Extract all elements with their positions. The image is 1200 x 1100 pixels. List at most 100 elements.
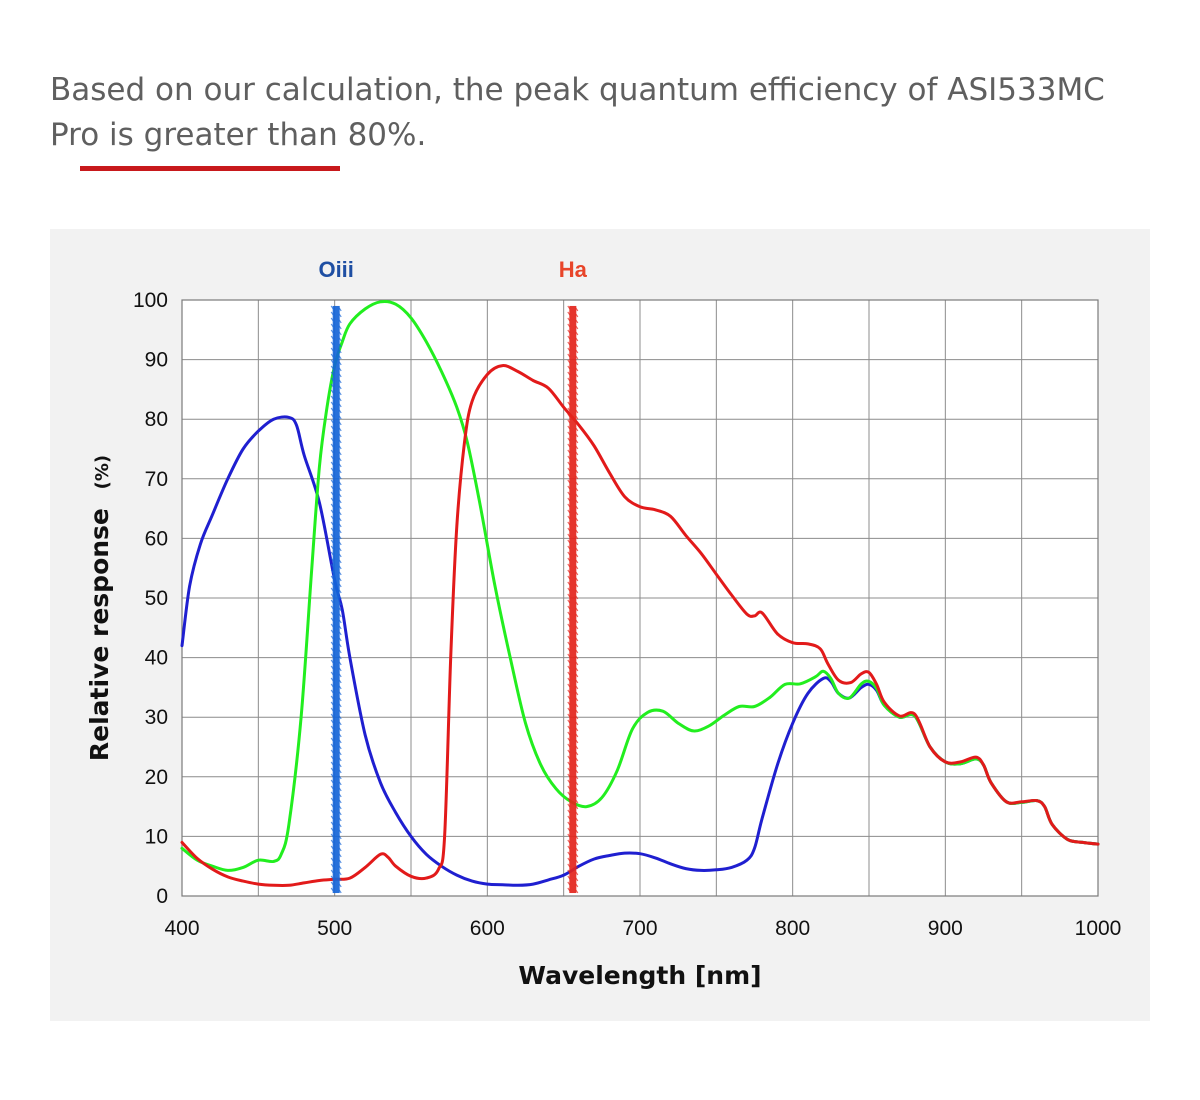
marker-band-edge (338, 355, 342, 360)
marker-band-edge (575, 685, 579, 690)
marker-band-edge (338, 661, 342, 666)
marker-band-edge (338, 529, 342, 534)
marker-band-edge (567, 797, 571, 802)
marker-band-edge (330, 869, 334, 874)
marker-band-edge (330, 887, 334, 892)
marker-band-edge (575, 625, 579, 630)
marker-band-edge (338, 475, 342, 480)
marker-band-edge (338, 877, 342, 882)
marker-band-edge (338, 493, 342, 498)
marker-band-edge (338, 421, 342, 426)
marker-band-edge (575, 307, 579, 312)
marker-band-edge (567, 779, 571, 784)
marker-band-edge (567, 599, 571, 604)
marker-band-edge (330, 677, 334, 682)
marker-band-edge (575, 751, 579, 756)
marker-band-edge (575, 643, 579, 648)
y-axis-title-main: Relative response (85, 508, 114, 761)
marker-band-edge (567, 401, 571, 406)
marker-band-edge (575, 871, 579, 876)
marker-band-edge (330, 611, 334, 616)
marker-band-edge (330, 407, 334, 412)
marker-band-edge (330, 755, 334, 760)
marker-band-edge (567, 383, 571, 388)
marker-band-edge (575, 853, 579, 858)
marker-band-edge (575, 835, 579, 840)
marker-band-edge (567, 851, 571, 856)
marker-band-edge (338, 397, 342, 402)
marker-band-edge (575, 319, 579, 324)
marker-band-edge (575, 571, 579, 576)
marker-band-edge (338, 577, 342, 582)
marker-band-edge (338, 523, 342, 528)
marker-band-edge (338, 703, 342, 708)
marker-band-edge (567, 887, 571, 892)
marker-band-edge (567, 593, 571, 598)
marker-band-edge (330, 797, 334, 802)
marker-band-edge (338, 469, 342, 474)
marker-band-edge (575, 529, 579, 534)
marker-band-edge (575, 559, 579, 564)
marker-band-edge (575, 607, 579, 612)
marker-band-edge (338, 715, 342, 720)
marker-band-edge (575, 469, 579, 474)
marker-band-edge (567, 839, 571, 844)
marker-band-edge (567, 503, 571, 508)
marker-band-edge (338, 583, 342, 588)
marker-band-edge (567, 371, 571, 376)
y-tick-label: 90 (145, 349, 168, 372)
marker-band-edge (567, 827, 571, 832)
y-tick-label: 30 (145, 706, 168, 729)
marker-band-edge (567, 419, 571, 424)
marker-band-edge (575, 691, 579, 696)
marker-band-edge (330, 683, 334, 688)
marker-band-edge (575, 655, 579, 660)
marker-band-edge (567, 473, 571, 478)
marker-band-edge (330, 449, 334, 454)
marker-band-edge (575, 535, 579, 540)
marker-band-edge (338, 307, 342, 312)
marker-band-edge (338, 883, 342, 888)
marker-band-edge (567, 395, 571, 400)
marker-band-edge (338, 499, 342, 504)
marker-band-edge (338, 811, 342, 816)
marker-band-edge (338, 535, 342, 540)
marker-band-edge (567, 659, 571, 664)
marker-band-edge (567, 389, 571, 394)
marker-band-edge (338, 775, 342, 780)
marker-band-edge (575, 799, 579, 804)
marker-band-edge (567, 527, 571, 532)
marker-band-edge (330, 821, 334, 826)
marker-band-edge (338, 751, 342, 756)
marker-band-edge (575, 859, 579, 864)
marker-band-oiii (332, 305, 340, 894)
y-axis-title-group: Relative response (%) (85, 455, 114, 761)
marker-band-edge (567, 767, 571, 772)
marker-band-edge (575, 775, 579, 780)
y-tick-label: 60 (145, 527, 168, 550)
marker-band-edge (330, 761, 334, 766)
y-tick-label: 20 (145, 766, 168, 789)
marker-band-edge (575, 883, 579, 888)
marker-band-edge (575, 379, 579, 384)
x-tick-label: 700 (622, 917, 657, 940)
marker-band-edge (567, 653, 571, 658)
marker-band-edge (330, 383, 334, 388)
intro-text: Based on our calculation, the peak quant… (50, 72, 1105, 153)
marker-band-edge (575, 457, 579, 462)
marker-band-edge (338, 445, 342, 450)
marker-band-edge (330, 509, 334, 514)
marker-band-edge (575, 577, 579, 582)
marker-band-edge (567, 623, 571, 628)
marker-band-edge (330, 311, 334, 316)
marker-band-edge (575, 733, 579, 738)
marker-band-edge (338, 769, 342, 774)
marker-band-edge (330, 359, 334, 364)
marker-band-edge (575, 811, 579, 816)
marker-band-edge (567, 509, 571, 514)
marker-band-edge (330, 443, 334, 448)
marker-band-edge (575, 487, 579, 492)
marker-band-edge (338, 637, 342, 642)
marker-band-edge (330, 875, 334, 880)
marker-band-edge (575, 727, 579, 732)
